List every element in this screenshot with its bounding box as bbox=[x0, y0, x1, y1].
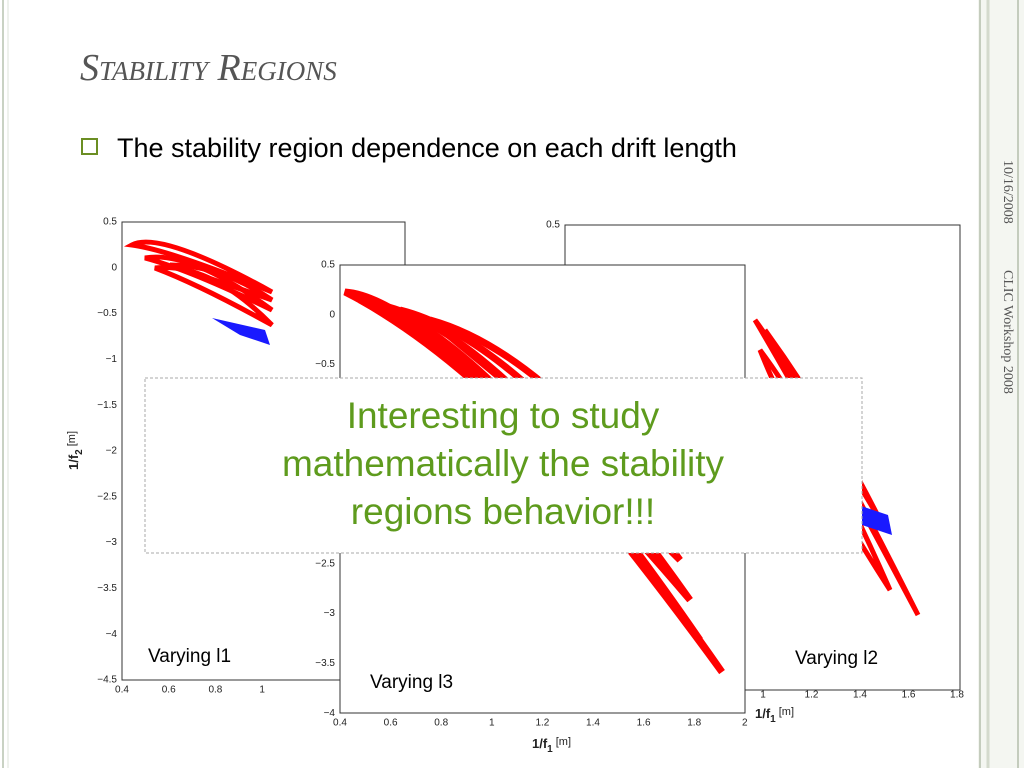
region-outline bbox=[123, 239, 274, 295]
y-tick-label: 0.5 bbox=[546, 220, 560, 231]
slide-title: Stability Regions bbox=[80, 47, 337, 89]
x-tick-label: 0.8 bbox=[208, 685, 222, 696]
y-tick-label: −4 bbox=[106, 629, 118, 640]
x-tick-label: 1 bbox=[489, 718, 495, 729]
x-tick-label: 1.6 bbox=[637, 718, 651, 729]
x-tick-label: 0.4 bbox=[333, 718, 347, 729]
y-tick-label: −3 bbox=[324, 608, 336, 619]
bullet-icon bbox=[81, 138, 98, 155]
label-main: 1/f bbox=[755, 706, 771, 721]
y-tick-label: −2.5 bbox=[315, 558, 335, 569]
label-unit: [m] bbox=[66, 431, 78, 446]
y-tick-label: −4 bbox=[324, 708, 336, 719]
callout-text: Interesting to study bbox=[347, 395, 660, 436]
y-tick-label: 0 bbox=[111, 262, 117, 273]
event: CLIC Workshop 2008 bbox=[1000, 270, 1015, 394]
caption: Varying l2 bbox=[795, 648, 878, 669]
y-tick-label: −4.5 bbox=[97, 675, 117, 686]
y-tick-label: −0.5 bbox=[97, 308, 117, 319]
x-tick-label: 1 bbox=[259, 685, 265, 696]
x-tick-label: 0.8 bbox=[434, 718, 448, 729]
axis-label: 1/f2 [m] bbox=[66, 431, 85, 470]
y-tick-label: −3.5 bbox=[97, 583, 117, 594]
label-main: 1/f bbox=[66, 454, 81, 470]
x-tick-label: 1.6 bbox=[902, 690, 916, 701]
label-unit: [m] bbox=[779, 706, 794, 718]
x-tick-label: 1.8 bbox=[950, 690, 964, 701]
x-tick-label: 0.4 bbox=[115, 685, 129, 696]
sidebar-text: 10/16/2008 CLIC Workshop 2008 bbox=[1000, 160, 1015, 394]
y-tick-label: −1.5 bbox=[97, 400, 117, 411]
label-unit: [m] bbox=[556, 736, 571, 748]
y-tick-label: 0.5 bbox=[103, 217, 117, 228]
region-fill bbox=[858, 505, 892, 535]
date: 10/16/2008 bbox=[1000, 160, 1015, 224]
x-tick-label: 0.6 bbox=[162, 685, 176, 696]
x-tick-label: 1 bbox=[760, 690, 766, 701]
y-tick-label: −2.5 bbox=[97, 491, 117, 502]
x-tick-label: 1.8 bbox=[687, 718, 701, 729]
caption: Varying l3 bbox=[370, 672, 453, 693]
label-sub: 1 bbox=[547, 744, 553, 755]
sidebar bbox=[978, 0, 1024, 768]
y-tick-label: −0.5 bbox=[315, 359, 335, 370]
label-main: 1/f bbox=[532, 736, 548, 751]
x-tick-label: 1.4 bbox=[586, 718, 600, 729]
x-tick-label: 1.2 bbox=[805, 690, 819, 701]
label-sub: 2 bbox=[74, 449, 85, 455]
x-tick-label: 2 bbox=[742, 718, 748, 729]
y-tick-label: −3 bbox=[106, 537, 118, 548]
x-tick-label: 0.6 bbox=[384, 718, 398, 729]
callout-text: regions behavior!!! bbox=[351, 491, 655, 532]
region-fill bbox=[212, 318, 270, 345]
y-tick-label: 0 bbox=[329, 309, 335, 320]
y-tick-label: 0.5 bbox=[321, 260, 335, 271]
callout-text: mathematically the stability bbox=[282, 443, 725, 484]
region-outline bbox=[169, 262, 274, 303]
caption: Varying l1 bbox=[148, 646, 231, 667]
label-sub: 1 bbox=[770, 714, 776, 725]
callout-box bbox=[144, 377, 863, 554]
axis-label: 1/f1[m] bbox=[755, 706, 794, 725]
x-tick-label: 1.4 bbox=[853, 690, 867, 701]
x-tick-label: 1.2 bbox=[535, 718, 549, 729]
y-tick-label: −3.5 bbox=[315, 658, 335, 669]
y-tick-label: −2 bbox=[106, 446, 118, 457]
axis-label: 1/f1[m] bbox=[532, 736, 571, 755]
bullet-text: The stability region dependence on each … bbox=[117, 133, 737, 163]
y-tick-label: −1 bbox=[106, 354, 118, 365]
